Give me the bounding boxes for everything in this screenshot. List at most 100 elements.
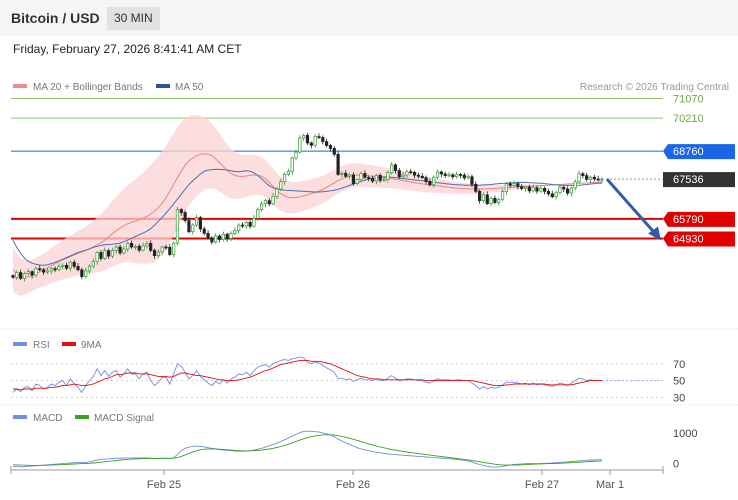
candle-body (107, 250, 111, 257)
last-price-label: 67536 (673, 174, 704, 186)
header-bar: Bitcoin / USD 30 MIN (0, 0, 738, 36)
candle-body (214, 235, 218, 243)
candle-body (129, 242, 134, 248)
candle-body (168, 246, 172, 255)
candle-body (447, 174, 451, 177)
interval-badge[interactable]: 30 MIN (107, 7, 160, 30)
candle-body (600, 178, 604, 181)
candle-body (229, 233, 233, 239)
candle-body (558, 186, 562, 194)
ma20-line (12, 153, 603, 279)
candle-body (535, 187, 539, 192)
candle-body (145, 242, 149, 247)
candle-body (194, 217, 199, 226)
candle-body (267, 200, 271, 205)
ma20-legend-label: MA 20 + Bollinger Bands (33, 82, 143, 93)
candle-body (183, 212, 187, 221)
candle-body (474, 183, 478, 192)
candle-body (546, 190, 551, 195)
candle-body (466, 176, 470, 179)
candle-body (596, 178, 600, 181)
candle-body (279, 181, 283, 190)
candle-body (393, 164, 398, 171)
candle-body (347, 174, 352, 177)
candle-body (462, 174, 466, 179)
bollinger-band (13, 115, 602, 296)
price-levels: 71070 70210 68760 67536 65790 64930 (11, 93, 735, 247)
candle-body (543, 188, 547, 192)
candle-body (286, 170, 290, 175)
candle-body (122, 248, 126, 254)
candle-body (516, 183, 520, 187)
candle-body (328, 145, 333, 149)
projection-arrowhead (648, 226, 661, 241)
candle-body (302, 135, 306, 139)
x-tick-label: Feb 26 (336, 479, 370, 491)
candle-body (336, 154, 340, 175)
candle-body (103, 250, 107, 259)
candle-body (321, 137, 325, 142)
candle-body (49, 268, 53, 272)
candle-body (481, 194, 486, 202)
rsi-legend-swatch (13, 342, 27, 346)
candle-body (565, 188, 570, 194)
candle-body (382, 179, 386, 182)
candle-body (351, 174, 355, 184)
candle-body (355, 179, 359, 184)
candle-body (573, 181, 577, 189)
candle-body (252, 217, 256, 227)
candle-body (210, 237, 214, 243)
candle-body (156, 251, 160, 257)
candle-body (34, 268, 38, 276)
candle-body (19, 272, 23, 279)
x-tick-label: Feb 25 (147, 479, 181, 491)
candle-body (367, 177, 371, 179)
candle-body (569, 187, 573, 194)
candle-body (359, 173, 363, 181)
macd-line (12, 430, 602, 468)
rsi-tick-label: 70 (673, 359, 685, 371)
candle-body (237, 224, 241, 231)
candle-body (405, 171, 409, 176)
candle-body (363, 173, 367, 178)
candle-body (260, 203, 264, 210)
candle-body (485, 194, 489, 204)
candle-body (64, 264, 69, 269)
candle-body (110, 250, 115, 257)
candle-body (500, 191, 505, 200)
support-tag (663, 211, 735, 227)
candle-body (152, 250, 157, 257)
candle-body (294, 151, 298, 159)
candle-body (298, 137, 302, 153)
candle-body (512, 183, 516, 186)
candle-body (244, 222, 248, 227)
candle-body (439, 171, 443, 175)
candle-body (305, 135, 310, 144)
candle-body (11, 275, 15, 278)
candle-body (378, 175, 382, 181)
candle-body (45, 270, 50, 273)
candle-body (497, 198, 501, 203)
candle-body (340, 172, 344, 175)
candle-body (386, 172, 390, 181)
candle-body (187, 220, 191, 233)
candle-body (256, 209, 260, 219)
support-tag (663, 231, 735, 247)
candle-body (520, 186, 524, 189)
candle-body (458, 174, 463, 176)
support-label: 65790 (673, 214, 704, 226)
resistance-label: 70210 (673, 113, 704, 125)
candle-body (428, 181, 432, 186)
candle-body (133, 245, 137, 248)
rsi-line (12, 356, 602, 394)
candle-body (26, 271, 30, 274)
candle-body (539, 188, 543, 192)
resistance-label: 71070 (673, 93, 704, 105)
candle-body (577, 173, 581, 183)
candle-body (141, 245, 145, 251)
candle-body (585, 175, 589, 180)
candle-body (493, 198, 497, 203)
candle-body (401, 174, 405, 178)
projection-arrow (605, 178, 659, 237)
